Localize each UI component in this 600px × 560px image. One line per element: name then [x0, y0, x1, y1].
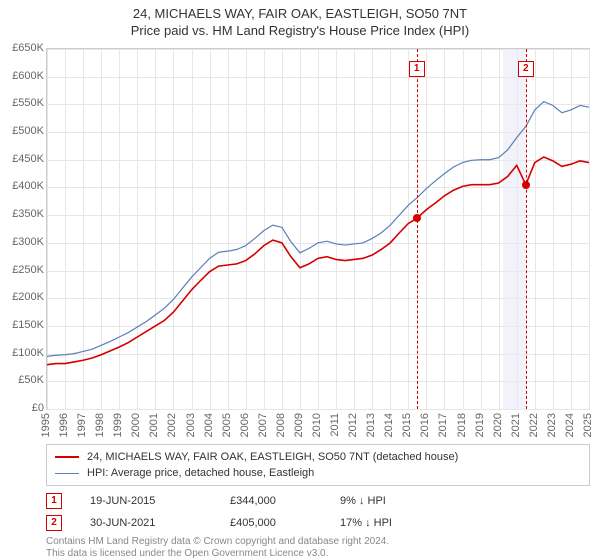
x-tick-label: 2022	[528, 413, 540, 437]
x-tick-label: 2006	[239, 413, 251, 437]
y-tick-label: £100K	[2, 347, 44, 359]
plot-area: 12	[46, 48, 590, 410]
x-tick-label: 2000	[130, 413, 142, 437]
x-tick-label: 2016	[419, 413, 431, 437]
event-marker: 2	[518, 61, 534, 77]
y-tick-label: £600K	[2, 70, 44, 82]
license-text: Contains HM Land Registry data © Crown c…	[46, 536, 590, 560]
series-hpi-line	[47, 102, 589, 357]
event-pct: 9% ↓ HPI	[340, 495, 420, 507]
x-tick-label: 1997	[76, 413, 88, 437]
x-tick-label: 2003	[185, 413, 197, 437]
x-tick-label: 2025	[582, 413, 594, 437]
y-tick-label: £400K	[2, 180, 44, 192]
event-pct: 17% ↓ HPI	[340, 517, 420, 529]
gridline-v	[589, 49, 590, 409]
gridline-h	[47, 409, 589, 410]
y-tick-label: £200K	[2, 291, 44, 303]
x-tick-label: 2017	[437, 413, 449, 437]
price-dot	[522, 181, 530, 189]
event-num-box: 2	[46, 515, 62, 531]
event-line	[417, 49, 418, 409]
event-row: 1 19-JUN-2015£344,0009% ↓ HPI	[46, 490, 590, 512]
x-tick-label: 2023	[546, 413, 558, 437]
event-date: 30-JUN-2021	[90, 517, 230, 529]
y-tick-label: £450K	[2, 153, 44, 165]
y-tick-label: £0	[2, 402, 44, 414]
legend-swatch	[55, 456, 79, 458]
x-tick-label: 1999	[112, 413, 124, 437]
events-table: 1 19-JUN-2015£344,0009% ↓ HPI 2 30-JUN-2021…	[46, 490, 590, 534]
x-tick-label: 2009	[293, 413, 305, 437]
y-tick-label: £350K	[2, 208, 44, 220]
x-tick-label: 2002	[166, 413, 178, 437]
x-tick-label: 2014	[383, 413, 395, 437]
x-tick-label: 2011	[329, 413, 341, 437]
x-tick-label: 2010	[311, 413, 323, 437]
y-tick-label: £50K	[2, 374, 44, 386]
x-tick-label: 2008	[275, 413, 287, 437]
x-tick-label: 2018	[456, 413, 468, 437]
event-line	[526, 49, 527, 409]
price-dot	[413, 214, 421, 222]
event-num-box: 1	[46, 493, 62, 509]
x-tick-label: 2001	[148, 413, 160, 437]
x-tick-label: 2021	[510, 413, 522, 437]
event-row: 2 30-JUN-2021£405,00017% ↓ HPI	[46, 512, 590, 534]
license-line-1: Contains HM Land Registry data © Crown c…	[46, 536, 590, 548]
legend-row: 24, MICHAELS WAY, FAIR OAK, EASTLEIGH, S…	[55, 449, 581, 465]
y-tick-label: £500K	[2, 125, 44, 137]
y-tick-label: £150K	[2, 319, 44, 331]
legend-swatch	[55, 473, 79, 474]
y-tick-label: £300K	[2, 236, 44, 248]
series-property-line	[47, 157, 589, 365]
event-date: 19-JUN-2015	[90, 495, 230, 507]
x-tick-label: 1995	[40, 413, 52, 437]
title-block: 24, MICHAELS WAY, FAIR OAK, EASTLEIGH, S…	[0, 0, 600, 40]
x-tick-label: 2019	[474, 413, 486, 437]
x-tick-label: 2012	[347, 413, 359, 437]
legend-row: HPI: Average price, detached house, East…	[55, 465, 581, 481]
x-tick-label: 2004	[203, 413, 215, 437]
x-tick-label: 1998	[94, 413, 106, 437]
title-line-1: 24, MICHAELS WAY, FAIR OAK, EASTLEIGH, S…	[0, 6, 600, 23]
event-marker: 1	[409, 61, 425, 77]
chart-container: 24, MICHAELS WAY, FAIR OAK, EASTLEIGH, S…	[0, 0, 600, 560]
x-tick-label: 2024	[564, 413, 576, 437]
y-tick-label: £650K	[2, 42, 44, 54]
legend-label: HPI: Average price, detached house, East…	[87, 467, 314, 479]
series-lines	[47, 49, 589, 409]
license-line-2: This data is licensed under the Open Gov…	[46, 548, 590, 560]
event-price: £405,000	[230, 517, 340, 529]
x-tick-label: 2015	[401, 413, 413, 437]
x-tick-label: 2007	[257, 413, 269, 437]
y-tick-label: £550K	[2, 97, 44, 109]
event-price: £344,000	[230, 495, 340, 507]
legend-box: 24, MICHAELS WAY, FAIR OAK, EASTLEIGH, S…	[46, 444, 590, 486]
title-line-2: Price paid vs. HM Land Registry's House …	[0, 23, 600, 40]
x-tick-label: 2005	[221, 413, 233, 437]
x-tick-label: 2020	[492, 413, 504, 437]
x-tick-label: 2013	[365, 413, 377, 437]
x-tick-label: 1996	[58, 413, 70, 437]
y-tick-label: £250K	[2, 264, 44, 276]
legend-label: 24, MICHAELS WAY, FAIR OAK, EASTLEIGH, S…	[87, 451, 458, 463]
